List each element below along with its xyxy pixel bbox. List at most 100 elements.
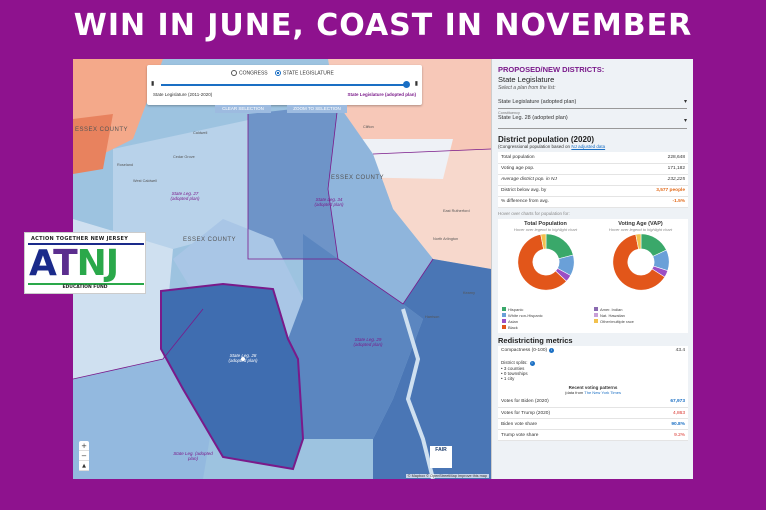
district-shape[interactable] [328,104,433,304]
slider-left-label: State Legislature (2011-2020) [153,92,213,97]
chart-legend: Hispanic White non-Hispanic Asian Black … [498,304,688,333]
total-population-chart[interactable]: Total Population Hover over legend to hi… [498,221,593,297]
district-boundary [372,148,491,155]
legend-item[interactable]: White non-Hispanic [502,313,543,318]
district-map[interactable]: ESSEX COUNTY ESSEX COUNTY ESSEX COUNTY S… [73,59,491,479]
table-row: Trump vote share 9.2% [498,429,688,441]
population-note-link[interactable]: NJ adjusted data [571,144,606,149]
vap-chart[interactable]: Voting Age (VAP) Hover over legend to hi… [593,221,688,297]
district-shape[interactable] [373,259,491,479]
map-attribution[interactable]: © Mapbox © OpenStreetMap Improve this ma… [405,474,489,478]
population-note-text: (Congressional population based on [498,144,571,149]
votes-table: Votes for Biden (2020) 67,973 Votes for T… [498,396,688,441]
county-label: ESSEX COUNTY [75,127,129,133]
zoom-out-button[interactable]: − [79,451,89,461]
logo-letters: ATNJ [29,243,119,284]
district-select[interactable]: Constituency State Leg. 28 (adopted plan… [498,111,687,129]
chart-title: Voting Age (VAP) [618,220,663,227]
pie-slice-other[interactable] [634,233,641,249]
zoom-to-selection-button[interactable]: ZOOM TO SELECTION [287,105,347,113]
fair-logo: FAIR [430,446,452,468]
place-label: Kearny [463,291,476,295]
legend-swatch [594,307,598,312]
stat-value: 3,577 people [619,185,688,197]
legend-label: Hispanic [508,306,524,312]
vote-label: Trump vote share [498,429,637,441]
district-shape[interactable] [248,104,338,259]
stat-label: Voting age pop. [498,163,620,175]
population-title: District population (2020) [498,135,595,144]
pie-slice-hispanic[interactable] [545,233,574,259]
vote-value: 4,863 [636,407,688,419]
place-label: North Arlington [433,237,459,241]
stat-value: 171,182 [619,163,688,175]
county-label: ESSEX COUNTY [331,175,385,181]
legend-swatch [502,325,506,330]
legend-item[interactable]: Other/multiple race [594,319,634,324]
compass-button[interactable]: ▲ [79,461,89,471]
stat-label: Total population [498,152,620,164]
logo-divider [28,243,144,245]
compactness-value: 43.4 [675,347,685,353]
vote-value: 90.8% [636,418,688,430]
chart-title: Total Population [524,220,567,227]
donut-chart[interactable] [611,232,671,292]
split-item: 3 counties [503,365,525,371]
table-row: Average district pop. in NJ 232,225 [498,174,688,186]
vote-value: 67,973 [636,396,688,408]
legend-item[interactable]: Amer. Indian [594,307,622,312]
map-region [73,114,113,174]
list-item: • 0 townships [501,370,528,376]
legend-swatch [502,307,506,312]
pie-slice-other[interactable] [539,233,546,249]
info-icon[interactable]: i [549,347,555,353]
table-row: Votes for Biden (2020) 67,973 [498,396,688,408]
map-canvas[interactable] [73,59,491,479]
legend-item[interactable]: Hispanic [502,307,523,312]
info-icon[interactable]: i [529,360,535,366]
stat-label: % difference from avg. [498,196,620,208]
plan-slider-knob[interactable] [403,81,410,88]
district-label: State Leg. (adopted plan) [173,451,213,461]
compactness-label: Compactness (0-100) [501,347,548,353]
legend-item[interactable]: Nat. Hawaiian [594,313,625,318]
stat-value: 232,225 [619,174,688,186]
splits-label: District splits: [501,359,528,365]
legend-label: Asian [508,318,519,324]
stat-value: -1.5% [619,196,688,208]
legend-swatch [594,313,598,318]
district-shape[interactable] [288,234,423,439]
county-label: ESSEX COUNTY [183,237,237,243]
place-label: Roseland [117,163,134,167]
selected-district-shape[interactable] [160,282,305,471]
pie-slice-black[interactable] [517,233,567,290]
donut-chart[interactable] [516,232,576,292]
zoom-in-button[interactable]: + [79,441,89,451]
voting-patterns-header: Recent voting patterns (data from The Ne… [498,382,688,397]
legend-item[interactable]: Asian [502,319,518,324]
panel-hint: Select a plan from the list: [498,85,556,91]
split-item: 1 city [503,375,515,381]
population-table: Total population 228,648 Voting age pop. 1… [498,152,688,208]
headline: WIN IN JUNE, COAST IN NOVEMBER [73,8,693,43]
screenshot-frame: ESSEX COUNTY ESSEX COUNTY ESSEX COUNTY S… [73,59,693,479]
pie-slice-black[interactable] [612,233,665,290]
voting-note-link[interactable]: The New York Times [584,389,621,395]
radio-congress[interactable]: CONGRESS [231,70,268,76]
plan-select-value: State Legislature (adopted plan) [498,99,577,105]
legend-label: Black [508,324,518,330]
district-select-value: State Leg. 28 (adopted plan) [498,115,568,121]
stat-label: District below avg. by [498,185,620,197]
legend-swatch [502,313,506,318]
vote-label: Biden vote share [498,418,637,430]
district-label: State Leg. 28 (adopted plan) [228,353,258,363]
clear-selection-button[interactable]: CLEAR SELECTION [215,105,271,113]
list-item: • 3 counties [501,365,525,371]
place-label: Harrison [425,315,440,319]
river [401,308,435,479]
plan-slider[interactable] [161,81,410,88]
legend-item[interactable]: Black [502,325,518,330]
plan-select[interactable]: State Legislature (adopted plan) ▾ [498,95,687,109]
compactness-row: Compactness (0-100) i 43.4 [498,345,688,358]
radio-state-legislature[interactable]: STATE LEGISLATURE [275,70,334,76]
